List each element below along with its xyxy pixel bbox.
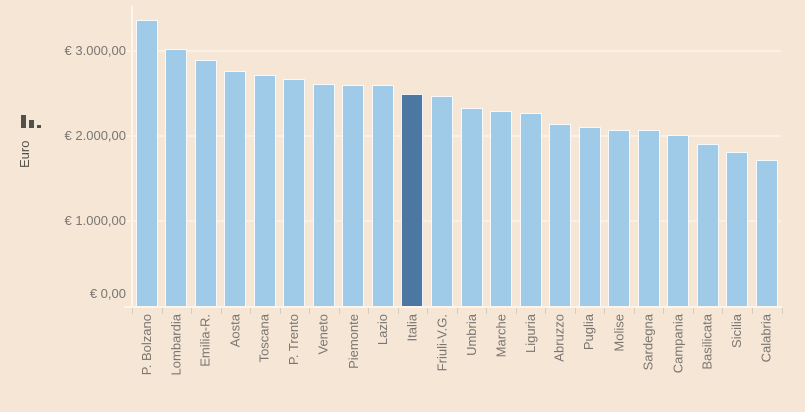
x-axis-label-sicilia: Sicilia (729, 314, 745, 348)
x-axis-label-p-trento: P. Trento (286, 314, 302, 366)
x-tick-mark (751, 308, 753, 314)
x-axis-label-sardegna: Sardegna (640, 314, 656, 371)
y-tick-mark (123, 220, 131, 222)
x-axis-label-abruzzo: Abruzzo (552, 314, 568, 362)
bar-piemonte[interactable] (342, 85, 365, 306)
bar-liguria[interactable] (519, 113, 542, 306)
x-axis-label-p-bolzano: P. Bolzano (138, 314, 154, 376)
x-tick-mark (397, 308, 399, 314)
y-tick-label: € 2.000,00 (64, 128, 126, 143)
x-axis-label-toscana: Toscana (256, 314, 272, 363)
x-axis-label-calabria: Calabria (758, 314, 774, 363)
x-axis-label-molise: Molise (611, 314, 627, 352)
bar-emilia-r[interactable] (194, 60, 217, 306)
bar-molise[interactable] (608, 130, 631, 306)
gridline (132, 220, 781, 222)
x-axis-label-friuli-v-g: Friuli-V.G. (434, 314, 449, 372)
y-tick-mark (123, 135, 131, 137)
bar-basilicata[interactable] (696, 143, 719, 306)
gridline (132, 135, 781, 137)
x-axis-label-piemonte: Piemonte (345, 314, 361, 369)
y-axis-title: Euro (17, 140, 32, 168)
sort-icon-bar-tall (21, 115, 26, 128)
y-tick-label: € 3.000,00 (64, 43, 126, 58)
x-tick-mark (132, 308, 133, 314)
bar-lazio[interactable] (371, 85, 394, 306)
x-axis-label-italia: Italia (404, 314, 420, 342)
x-axis-label-aosta: Aosta (227, 314, 243, 348)
x-tick-mark (722, 308, 724, 314)
x-axis-label-umbria: Umbria (463, 314, 479, 356)
y-tick-label: € 0,00 (89, 286, 126, 301)
bar-italia[interactable] (401, 94, 424, 306)
gridline (132, 50, 781, 52)
bar-abruzzo[interactable] (549, 124, 572, 306)
bar-sardegna[interactable] (637, 130, 660, 306)
x-tick-mark (427, 308, 429, 314)
bar-campania[interactable] (667, 135, 690, 306)
x-tick-mark (220, 308, 222, 314)
bar-umbria[interactable] (460, 107, 483, 306)
sort-icon-bar-short (37, 125, 41, 128)
bar-puglia[interactable] (578, 127, 601, 306)
x-axis-label-liguria: Liguria (522, 314, 538, 354)
x-tick-mark (456, 308, 458, 314)
x-tick-mark (250, 308, 252, 314)
sort-descending-icon[interactable] (21, 115, 42, 128)
x-axis-label-lombardia: Lombardia (168, 314, 184, 376)
x-tick-mark (161, 308, 163, 314)
bar-p-trento[interactable] (283, 79, 306, 306)
x-axis-label-marche: Marche (493, 314, 509, 358)
bar-p-bolzano[interactable] (135, 19, 158, 306)
x-tick-mark (633, 308, 635, 314)
x-axis-label-emilia-r: Emilia-R. (197, 314, 213, 367)
x-tick-mark (309, 308, 311, 314)
x-tick-mark (574, 308, 576, 314)
bar-calabria[interactable] (755, 160, 778, 306)
x-tick-mark (781, 308, 783, 314)
x-tick-mark (338, 308, 340, 314)
bar-veneto[interactable] (312, 84, 335, 306)
bar-marche[interactable] (490, 111, 513, 306)
x-tick-mark (191, 308, 193, 314)
x-tick-mark (486, 308, 488, 314)
x-axis-label-lazio: Lazio (374, 314, 390, 346)
x-axis-line (124, 306, 782, 308)
y-tick-mark (123, 50, 131, 52)
x-tick-mark (368, 308, 370, 314)
y-tick-label: € 1.000,00 (64, 213, 126, 228)
x-tick-mark (279, 308, 281, 314)
bar-friuli-v-g[interactable] (430, 95, 453, 306)
x-tick-mark (604, 308, 606, 314)
x-tick-mark (663, 308, 665, 314)
x-axis-label-puglia: Puglia (581, 314, 597, 351)
x-axis-label-basilicata: Basilicata (699, 314, 715, 370)
x-tick-mark (545, 308, 547, 314)
bar-toscana[interactable] (253, 74, 276, 306)
bar-sicilia[interactable] (726, 152, 749, 306)
y-axis-line (130, 6, 133, 307)
x-axis-label-campania: Campania (670, 314, 686, 374)
bar-aosta[interactable] (224, 70, 247, 306)
sort-icon-bar-medium (29, 120, 34, 128)
bar-lombardia[interactable] (165, 49, 188, 306)
x-axis-label-veneto: Veneto (315, 314, 331, 355)
x-tick-mark (692, 308, 694, 314)
x-tick-mark (515, 308, 517, 314)
